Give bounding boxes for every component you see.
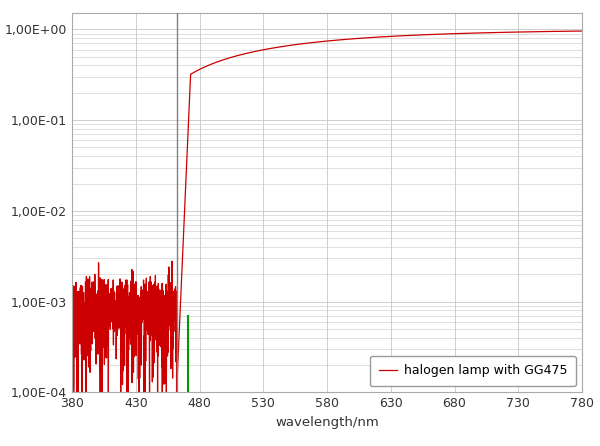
halogen lamp with GG475 — [70, 390, 77, 395]
halogen lamp with GG475 — [578, 29, 586, 34]
halogen lamp with GG475 — [311, 40, 318, 45]
halogen lamp with GG475 — [287, 43, 294, 48]
halogen lamp with GG475 — [68, 297, 76, 302]
Line: halogen lamp with GG475: halogen lamp with GG475 — [72, 31, 582, 392]
halogen lamp with GG475 — [563, 29, 570, 34]
halogen lamp with GG475 — [538, 29, 545, 34]
X-axis label: wavelength/nm: wavelength/nm — [275, 416, 379, 429]
halogen lamp with GG475 — [439, 31, 446, 37]
halogen lamp with GG475 — [283, 43, 290, 49]
Legend: halogen lamp with GG475: halogen lamp with GG475 — [370, 356, 576, 386]
